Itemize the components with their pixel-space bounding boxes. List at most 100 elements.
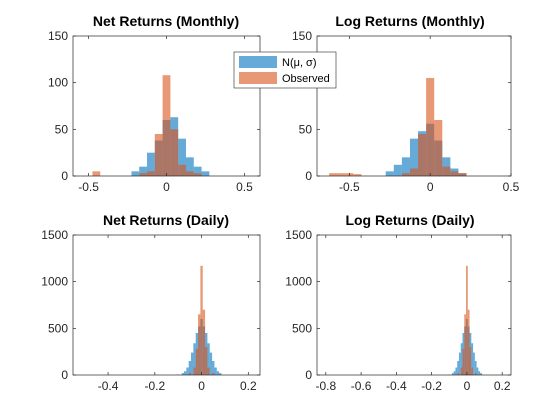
histogram-bar-observed [139,173,148,176]
histogram-bar-normal [212,361,215,375]
x-tick-label: -0.4 [98,379,119,393]
x-tick-label: -0.8 [315,379,336,393]
histogram-bar-normal [181,373,185,375]
histogram-bar-normal [188,361,192,375]
histogram-bar-observed [337,173,346,176]
histogram-bar-normal [214,367,217,375]
histogram-bar-normal [453,371,456,375]
histogram-bar-observed [170,129,179,176]
y-tick-label: 1000 [285,275,312,289]
histogram-bar-observed [474,373,477,375]
histogram-bar-observed [193,367,196,375]
y-tick-label: 150 [48,29,68,43]
panel-net-returns-daily: Net Returns (Daily) -0.4 -0.2 0 0.2 0 500 1000… [41,212,261,393]
y-tick-label: 0 [61,368,68,382]
histogram-bar-observed [418,134,427,176]
panel-title: Net Returns (Daily) [103,212,229,228]
histogram-bar-observed [198,314,201,375]
histogram-bar-normal [457,361,459,375]
histogram-bar-observed [329,173,338,176]
histogram-bar-observed [469,347,472,375]
x-tick-label: 0 [427,180,434,194]
y-tick-label: 150 [292,29,312,43]
panel-title: Log Returns (Monthly) [335,13,484,29]
histogram-bar-observed [457,373,459,375]
axes-box [72,234,261,376]
histogram-bar-normal [476,367,479,375]
histogram-bar-observed [205,347,208,375]
histogram-bar-observed [467,309,470,375]
histogram-bar-observed [207,367,210,375]
panel-log-returns-daily: Log Returns (Daily) -0.8 -0.6 -0.4 -0.2 0 0.2… [285,212,512,393]
histogram-bar-normal [193,343,196,375]
histogram-bar-observed [147,171,155,176]
bars [448,265,482,375]
histogram-bar-observed [178,164,186,176]
histogram-bar-normal [451,373,454,375]
y-tick-label: 0 [305,368,312,382]
x-tick-label: 0.5 [503,180,520,194]
histogram-bar-observed [200,265,203,375]
panel-title: Net Returns (Monthly) [93,13,239,29]
x-tick-label: 0.2 [240,379,257,393]
x-tick-label: -0.2 [144,379,165,393]
histogram-bar-normal [185,157,194,176]
histogram-bar-normal [216,371,220,375]
x-tick-label: 0.5 [236,180,253,194]
histogram-bar-normal [401,157,410,176]
legend-label-normal: N(μ, σ) [282,57,317,69]
histogram-bar-normal [178,138,186,176]
histogram-bar-observed [442,166,451,176]
histogram-bar-observed [154,134,163,176]
x-tick-label: -0.6 [351,379,372,393]
histogram-bar-normal [139,166,148,176]
y-tick-label: 500 [292,321,312,335]
histogram-bar-normal [131,171,140,176]
y-tick-label: 0 [61,169,68,183]
histogram-bar-normal [480,373,482,375]
axes-box [316,234,512,376]
histogram-bar-normal [191,352,194,375]
histogram-bar-normal [201,171,210,176]
y-tick-label: 1000 [41,275,68,289]
histogram-bar-observed [460,367,463,375]
legend-label-observed: Observed [282,73,330,85]
y-tick-label: 1500 [285,228,312,242]
histogram-bar-normal [209,352,213,375]
histogram-bar-normal [393,164,402,176]
legend-swatch-normal [239,56,277,68]
histogram-bar-observed [92,171,101,176]
x-tick-label: 0.2 [494,379,511,393]
x-tick-label: 0 [198,379,205,393]
histogram-bar-normal [473,352,475,375]
bars [177,265,222,375]
histogram-bar-normal [409,138,419,176]
bars [329,78,467,176]
histogram-bar-observed [466,265,468,375]
histogram-bar-observed [193,173,202,176]
histogram-bar-observed [353,174,362,176]
panel-title: Log Returns (Daily) [345,212,474,228]
histogram-bar-normal [184,371,187,375]
x-tick-label: 0 [163,180,170,194]
histogram-bar-normal [207,343,210,375]
histogram-bar-normal [193,166,202,176]
histogram-bar-observed [464,314,467,375]
histogram-bar-observed [409,168,419,176]
y-tick-label: 1500 [41,228,68,242]
histogram-bar-normal [455,367,458,375]
histogram-bar-observed [212,373,215,375]
panel-net-returns-monthly: Net Returns (Monthly) -0.5 0 0.5 0 50 100 150 [48,13,261,194]
x-tick-label: -0.4 [386,379,407,393]
histogram-bar-observed [162,75,171,176]
histogram-bar-normal [458,352,461,375]
histogram-bar-observed [401,173,410,176]
axes-box [316,35,512,177]
x-tick-label: -0.5 [78,180,99,194]
histogram-bar-observed [202,309,206,375]
histogram-bar-observed [185,171,194,176]
x-tick-label: 0 [464,379,471,393]
histogram-bar-observed [195,348,199,375]
histogram-bar-observed [471,367,474,375]
